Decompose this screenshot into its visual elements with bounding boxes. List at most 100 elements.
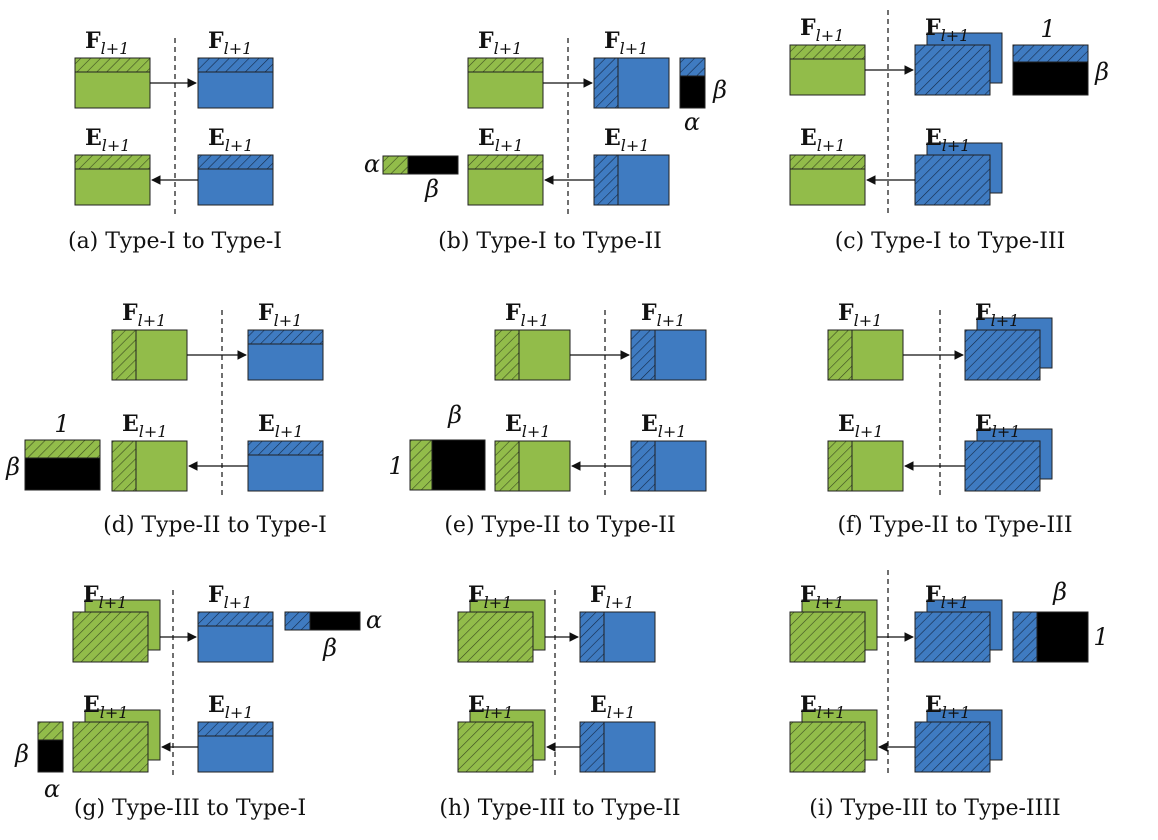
hatched-strip	[827, 440, 853, 492]
hatched-block	[789, 721, 866, 773]
panel-i-source-E-label-subscript: l+1	[817, 703, 846, 722]
panel-d-source-F-label-subscript: l+1	[138, 311, 167, 330]
panel-a-target-E-block	[197, 154, 274, 206]
hatched-block	[914, 721, 991, 773]
panel-c-source-F-label-letter: F	[800, 15, 816, 41]
panel-a-source-F-label: Fl+1	[85, 28, 129, 58]
black-part	[1036, 611, 1089, 663]
panel-c-source-E-label-subscript: l+1	[817, 136, 846, 155]
panel-d-caption: (d) Type-II to Type-I	[103, 513, 327, 538]
panel-d-target-F-block	[247, 329, 324, 381]
panel-g-source-F-label: Fl+1	[83, 582, 127, 612]
hatched-strip	[467, 57, 544, 73]
panel-i-target-F-label-subscript: l+1	[941, 593, 970, 612]
panel-b-target-E-label-subscript: l+1	[621, 136, 650, 155]
panel-i-source-F-label-subscript: l+1	[816, 593, 845, 612]
panel-c-source-E-label-letter: E	[800, 125, 817, 151]
panel-f-target-F-block	[964, 317, 1053, 381]
panel-e-target-E-label-subscript: l+1	[658, 422, 687, 441]
hatched-strip	[111, 329, 137, 381]
panel-h-source-E-label-subscript: l+1	[485, 703, 514, 722]
panel-b-target-E-label-letter: E	[604, 125, 621, 151]
panel-i-bar	[1012, 611, 1089, 663]
panel-b-target-F-label: Fl+1	[604, 28, 648, 58]
panel-b-source-E-label: El+1	[478, 125, 523, 155]
panel-f-source-E-block	[827, 440, 904, 492]
panel-e-source-E-label-letter: E	[505, 411, 522, 437]
hatched-block	[457, 721, 534, 773]
panel-i-one: 1	[1093, 623, 1108, 651]
panel-b-beta-bottom: β	[424, 175, 439, 203]
panel-f-target-F-label-subscript: l+1	[991, 311, 1020, 330]
panel-d-source-E-label-subscript: l+1	[139, 422, 168, 441]
hatched-part	[1012, 611, 1038, 663]
black-part	[407, 155, 459, 175]
panel-e-target-F-label-subscript: l+1	[657, 311, 686, 330]
panel-b-target-F-block	[593, 57, 670, 109]
panel-g-alpha-bottom: α	[44, 775, 60, 803]
panel-b-target-E-label: El+1	[604, 125, 649, 155]
hatched-strip	[630, 440, 656, 492]
panel-g-caption: (g) Type-III to Type-I	[74, 796, 306, 821]
panel-i-target-F-label-letter: F	[925, 582, 941, 608]
hatched-strip	[197, 154, 274, 170]
panel-b-source-F-label-letter: F	[478, 28, 494, 54]
hatched-block	[457, 611, 534, 663]
black-part	[431, 439, 486, 491]
panel-a-source-F-block	[74, 57, 151, 109]
panel-b-caption: (b) Type-I to Type-II	[438, 229, 662, 254]
panel-f-target-E-label-letter: E	[975, 411, 992, 437]
panel-g-target-E-label-letter: E	[208, 692, 225, 718]
black-part	[24, 457, 101, 491]
panel-b-target-F-label-letter: F	[604, 28, 620, 54]
black-part	[1012, 61, 1089, 96]
panel-e-target-F-block	[630, 329, 707, 381]
panel-g-target-E-block	[197, 721, 274, 773]
panel-g-source-F-label-letter: F	[83, 582, 99, 608]
panel-e-source-F-block	[494, 329, 571, 381]
black-part	[679, 75, 706, 109]
panel-a-target-F-block	[197, 57, 274, 109]
hatched-block	[789, 611, 866, 663]
panel-g-source-F-block	[72, 599, 161, 663]
panel-h-target-E-label-subscript: l+1	[607, 703, 636, 722]
hatched-block	[72, 721, 149, 773]
panel-f-target-F-label: Fl+1	[975, 300, 1019, 330]
panel-e-source-E-label-subscript: l+1	[522, 422, 551, 441]
hatched-strip	[579, 611, 605, 663]
panel-e-source-F-label-letter: F	[505, 300, 521, 326]
hatched-strip	[197, 721, 274, 737]
panel-d-target-E-label: El+1	[258, 411, 303, 441]
panel-g-target-F-block	[197, 611, 274, 663]
panel-e-source-E-block	[494, 440, 571, 492]
panel-g-source-F-label-subscript: l+1	[99, 593, 128, 612]
panel-b-source-E-block	[467, 154, 544, 206]
panel-b-source-F-block	[467, 57, 544, 109]
panel-i-target-E-label-subscript: l+1	[942, 703, 971, 722]
panel-h-source-F-block	[457, 599, 546, 663]
panel-c-source-F-label-subscript: l+1	[816, 26, 845, 45]
panel-g-source-E-block	[72, 709, 161, 773]
panel-e-target-E-label-letter: E	[641, 411, 658, 437]
panel-g-target-F-label: Fl+1	[208, 582, 252, 612]
hatched-part	[382, 155, 409, 175]
panel-g-target-E-label: El+1	[208, 692, 253, 722]
panel-d-bar	[24, 439, 101, 491]
panel-i-target-E-label-letter: E	[925, 692, 942, 718]
panel-f-source-F-label-letter: F	[838, 300, 854, 326]
hatched-block	[914, 44, 991, 96]
panel-h-target-F-label-letter: F	[590, 582, 606, 608]
panel-h-target-F-label-subscript: l+1	[606, 593, 635, 612]
hatched-strip	[197, 611, 274, 627]
panel-f-source-F-block	[827, 329, 904, 381]
panel-c-source-F-block	[789, 44, 866, 96]
panel-g-target-E-label-subscript: l+1	[225, 703, 254, 722]
panel-a-target-F-label-letter: F	[208, 28, 224, 54]
panel-a-target-F-label: Fl+1	[208, 28, 252, 58]
hatched-strip	[494, 329, 520, 381]
hatched-block	[964, 440, 1041, 492]
panel-e-caption: (e) Type-II to Type-II	[444, 513, 675, 538]
hatched-part	[24, 439, 101, 459]
panel-e-target-E-block	[630, 440, 707, 492]
